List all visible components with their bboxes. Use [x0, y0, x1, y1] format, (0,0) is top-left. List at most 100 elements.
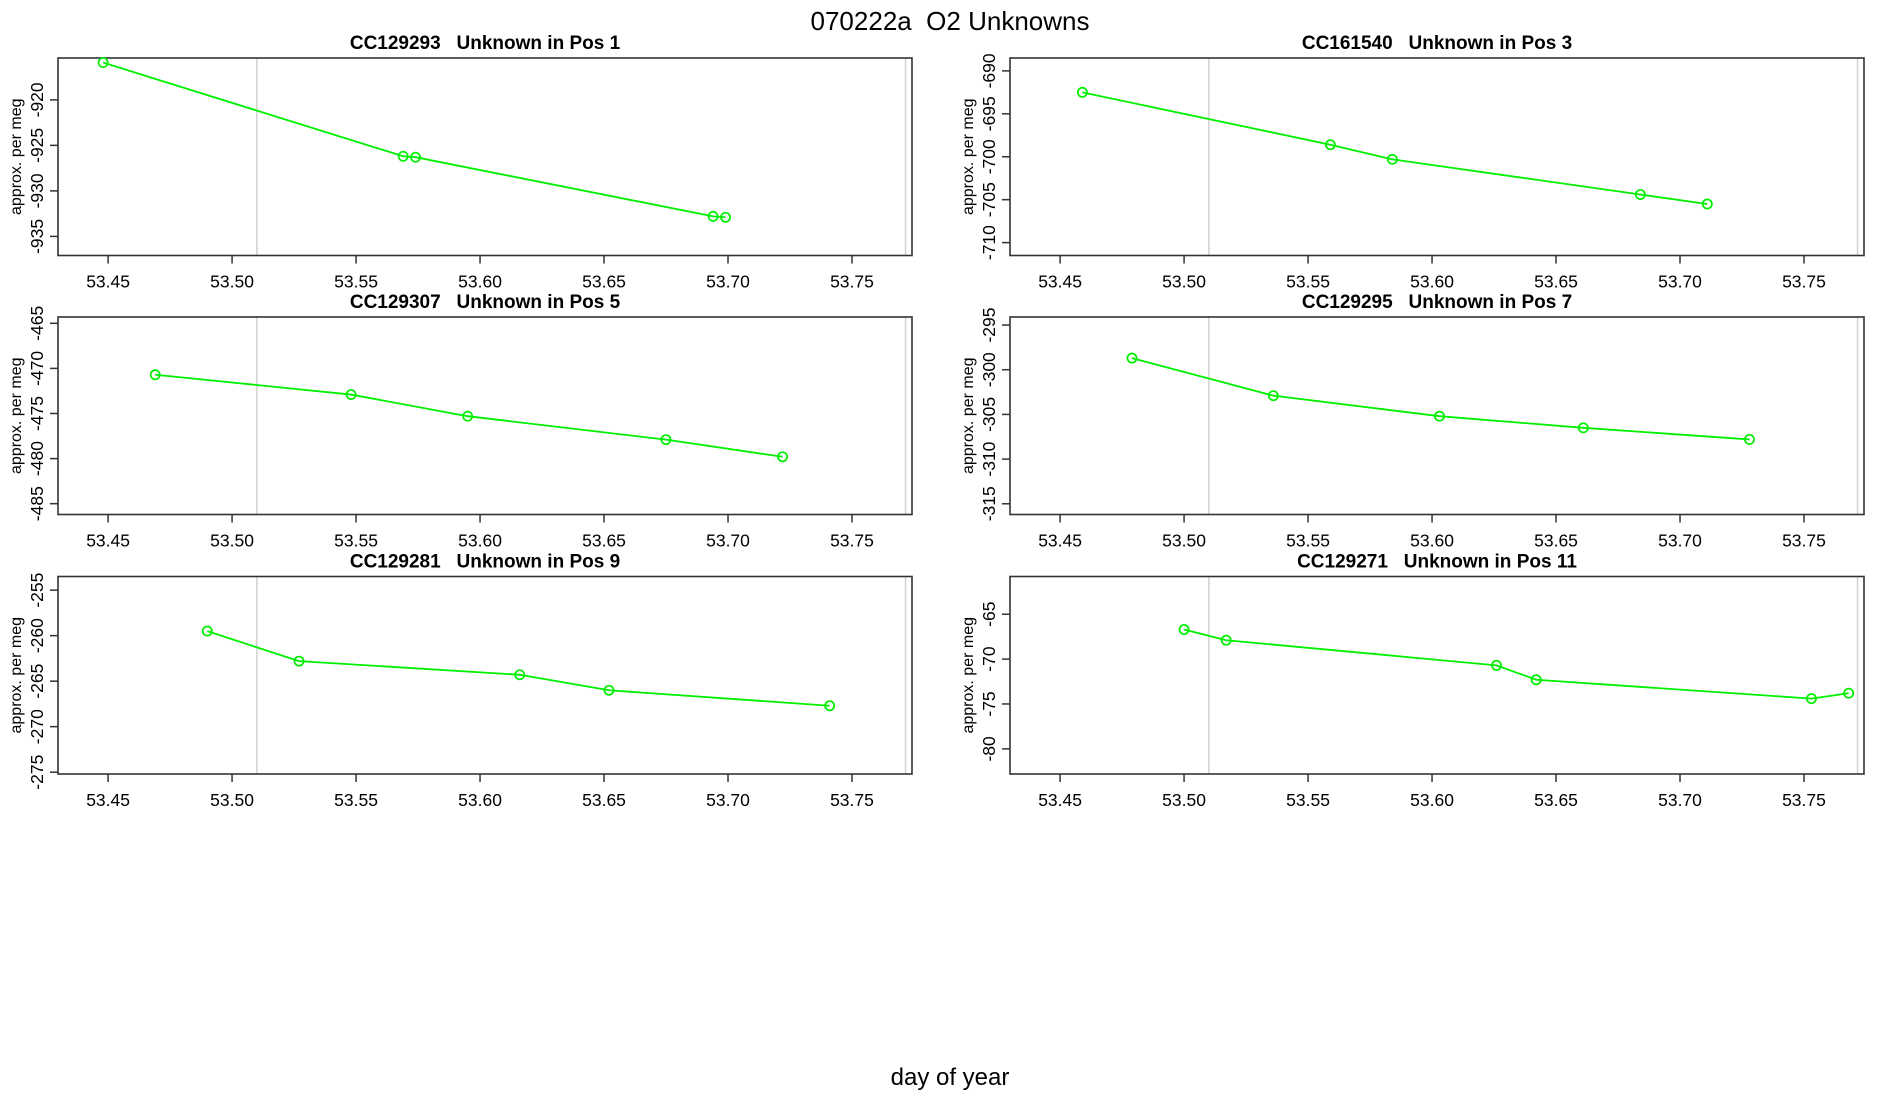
- y-tick-label: -695: [979, 96, 999, 131]
- data-point: [97, 57, 109, 69]
- y-tick-label: -930: [27, 173, 47, 208]
- x-tick-label: 53.45: [86, 531, 130, 551]
- x-tick-label: 53.45: [86, 272, 130, 292]
- plot-box: [1009, 316, 1865, 516]
- y-axis-label: approx. per meg: [8, 98, 25, 215]
- y-tick-label: -690: [979, 53, 999, 88]
- data-point: [1267, 390, 1279, 402]
- y-tick-label: -260: [27, 618, 47, 653]
- data-point: [1843, 687, 1855, 699]
- data-point: [1076, 86, 1088, 98]
- panel-title: CC161540 Unknown in Pos 3: [1302, 33, 1572, 54]
- y-tick-label: -295: [979, 308, 999, 343]
- data-point: [1805, 693, 1817, 705]
- y-axis-label: approx. per meg: [960, 617, 977, 734]
- y-tick-label: -935: [27, 219, 47, 254]
- y-tick-label: -710: [979, 225, 999, 260]
- y-tick-label: -475: [27, 396, 47, 431]
- y-tick-label: -270: [27, 709, 47, 744]
- data-point: [410, 151, 422, 163]
- x-tick-label: 53.75: [1782, 790, 1826, 810]
- x-tick-label: 53.45: [86, 790, 130, 810]
- panel-CC129281: 53.45 53.50 53.55 53.60 53.65 53.70 53.75 -255 -…: [8, 552, 913, 810]
- data-point: [603, 684, 615, 696]
- data-line: [1183, 628, 1849, 700]
- data-line: [1082, 91, 1708, 205]
- x-tick-label: 53.75: [830, 790, 874, 810]
- data-point: [1577, 422, 1589, 434]
- data-point: [345, 389, 357, 401]
- figure-xlabel: day of year: [890, 1064, 1010, 1091]
- x-tick-label: 53.60: [1410, 790, 1454, 810]
- panel-CC129295: 53.45 53.50 53.55 53.60 53.65 53.70 53.75 -295 -…: [960, 292, 1865, 551]
- y-tick-label: -255: [27, 573, 47, 608]
- x-tick-label: 53.65: [582, 272, 626, 292]
- y-tick-label: -75: [979, 691, 999, 716]
- y-tick-label: -80: [979, 736, 999, 762]
- data-line: [155, 373, 783, 458]
- y-tick-label: -305: [979, 397, 999, 432]
- x-tick-label: 53.45: [1038, 790, 1082, 810]
- data-point: [397, 150, 409, 162]
- data-point: [1491, 659, 1502, 671]
- x-tick-label: 53.75: [1782, 531, 1826, 551]
- x-tick-label: 53.75: [830, 531, 874, 551]
- x-tick-label: 53.55: [334, 790, 378, 810]
- y-tick-label: -70: [979, 646, 999, 672]
- x-tick-label: 53.60: [458, 790, 502, 810]
- data-point: [1386, 153, 1398, 165]
- data-point: [1178, 624, 1190, 635]
- plot-box: [1009, 575, 1865, 775]
- data-line: [102, 61, 726, 219]
- plot-box: [57, 316, 913, 516]
- y-tick-label: -65: [979, 602, 999, 627]
- y-tick-label: -705: [979, 182, 999, 217]
- data-point: [201, 625, 213, 637]
- x-tick-label: 53.70: [1658, 790, 1702, 810]
- data-point: [514, 669, 526, 681]
- plot-box: [57, 57, 913, 257]
- y-tick-label: -470: [27, 351, 47, 386]
- plot-box: [1009, 57, 1865, 257]
- y-tick-label: -275: [27, 755, 47, 790]
- data-point: [720, 211, 731, 223]
- figure-title: 070222a O2 Unknowns: [810, 6, 1090, 36]
- y-tick-label: -465: [27, 306, 47, 341]
- y-axis-label: approx. per meg: [960, 357, 977, 474]
- x-tick-label: 53.60: [458, 272, 502, 292]
- panel-title: CC129307 Unknown in Pos 5: [350, 292, 621, 313]
- x-tick-label: 53.75: [830, 272, 874, 292]
- y-axis-label: approx. per meg: [8, 357, 25, 474]
- data-point: [1126, 352, 1138, 364]
- data-point: [707, 210, 719, 222]
- x-tick-label: 53.70: [706, 790, 750, 810]
- data-line: [206, 630, 830, 707]
- x-tick-label: 53.50: [1162, 531, 1206, 551]
- x-tick-label: 53.55: [1286, 531, 1330, 551]
- x-tick-label: 53.55: [334, 272, 378, 292]
- panel-CC129293: 53.45 53.50 53.55 53.60 53.65 53.70 53.75 -920 -…: [8, 33, 913, 292]
- y-tick-label: -480: [27, 441, 47, 476]
- panel-CC161540: 53.45 53.50 53.55 53.60 53.65 53.70 53.75 -690 -…: [960, 33, 1865, 292]
- x-tick-label: 53.50: [210, 531, 254, 551]
- x-tick-label: 53.75: [1782, 272, 1826, 292]
- data-point: [1434, 410, 1445, 422]
- data-point: [1743, 433, 1755, 445]
- x-tick-label: 53.65: [582, 790, 626, 810]
- data-point: [1701, 198, 1713, 210]
- x-tick-label: 53.50: [210, 790, 254, 810]
- data-point: [1220, 634, 1232, 646]
- x-tick-label: 53.55: [334, 531, 378, 551]
- y-tick-label: -920: [27, 82, 47, 117]
- x-tick-label: 53.70: [706, 531, 750, 551]
- x-tick-label: 53.50: [210, 272, 254, 292]
- data-point: [1634, 189, 1646, 200]
- panel-title: CC129271 Unknown in Pos 11: [1297, 552, 1577, 573]
- data-point: [777, 451, 789, 463]
- y-tick-label: -485: [27, 486, 47, 521]
- data-point: [824, 700, 836, 712]
- data-line: [1131, 357, 1750, 441]
- panel-title: CC129281 Unknown in Pos 9: [350, 552, 620, 573]
- x-tick-label: 53.65: [1534, 790, 1578, 810]
